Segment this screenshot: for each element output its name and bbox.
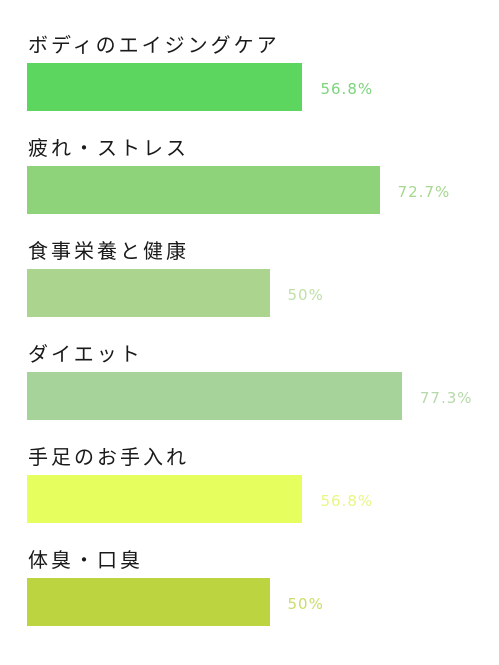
category-label: ダイエット xyxy=(28,342,143,366)
bar xyxy=(27,475,303,523)
value-label: 56.8% xyxy=(320,80,374,98)
bar xyxy=(27,63,303,111)
value-label: 50% xyxy=(287,595,324,613)
bar xyxy=(27,578,270,626)
category-label: 手足のお手入れ xyxy=(28,445,189,469)
category-label: 体臭・口臭 xyxy=(28,548,143,572)
category-label: 疲れ・ストレス xyxy=(28,136,189,160)
category-label: ボディのエイジングケア xyxy=(28,33,280,57)
category-label: 食事栄養と健康 xyxy=(28,239,189,263)
value-label: 56.8% xyxy=(320,492,374,510)
bar xyxy=(27,166,380,214)
bar xyxy=(27,372,402,420)
bar xyxy=(27,269,270,317)
value-label: 72.7% xyxy=(397,183,451,201)
value-label: 77.3% xyxy=(419,389,473,407)
value-label: 50% xyxy=(287,286,324,304)
